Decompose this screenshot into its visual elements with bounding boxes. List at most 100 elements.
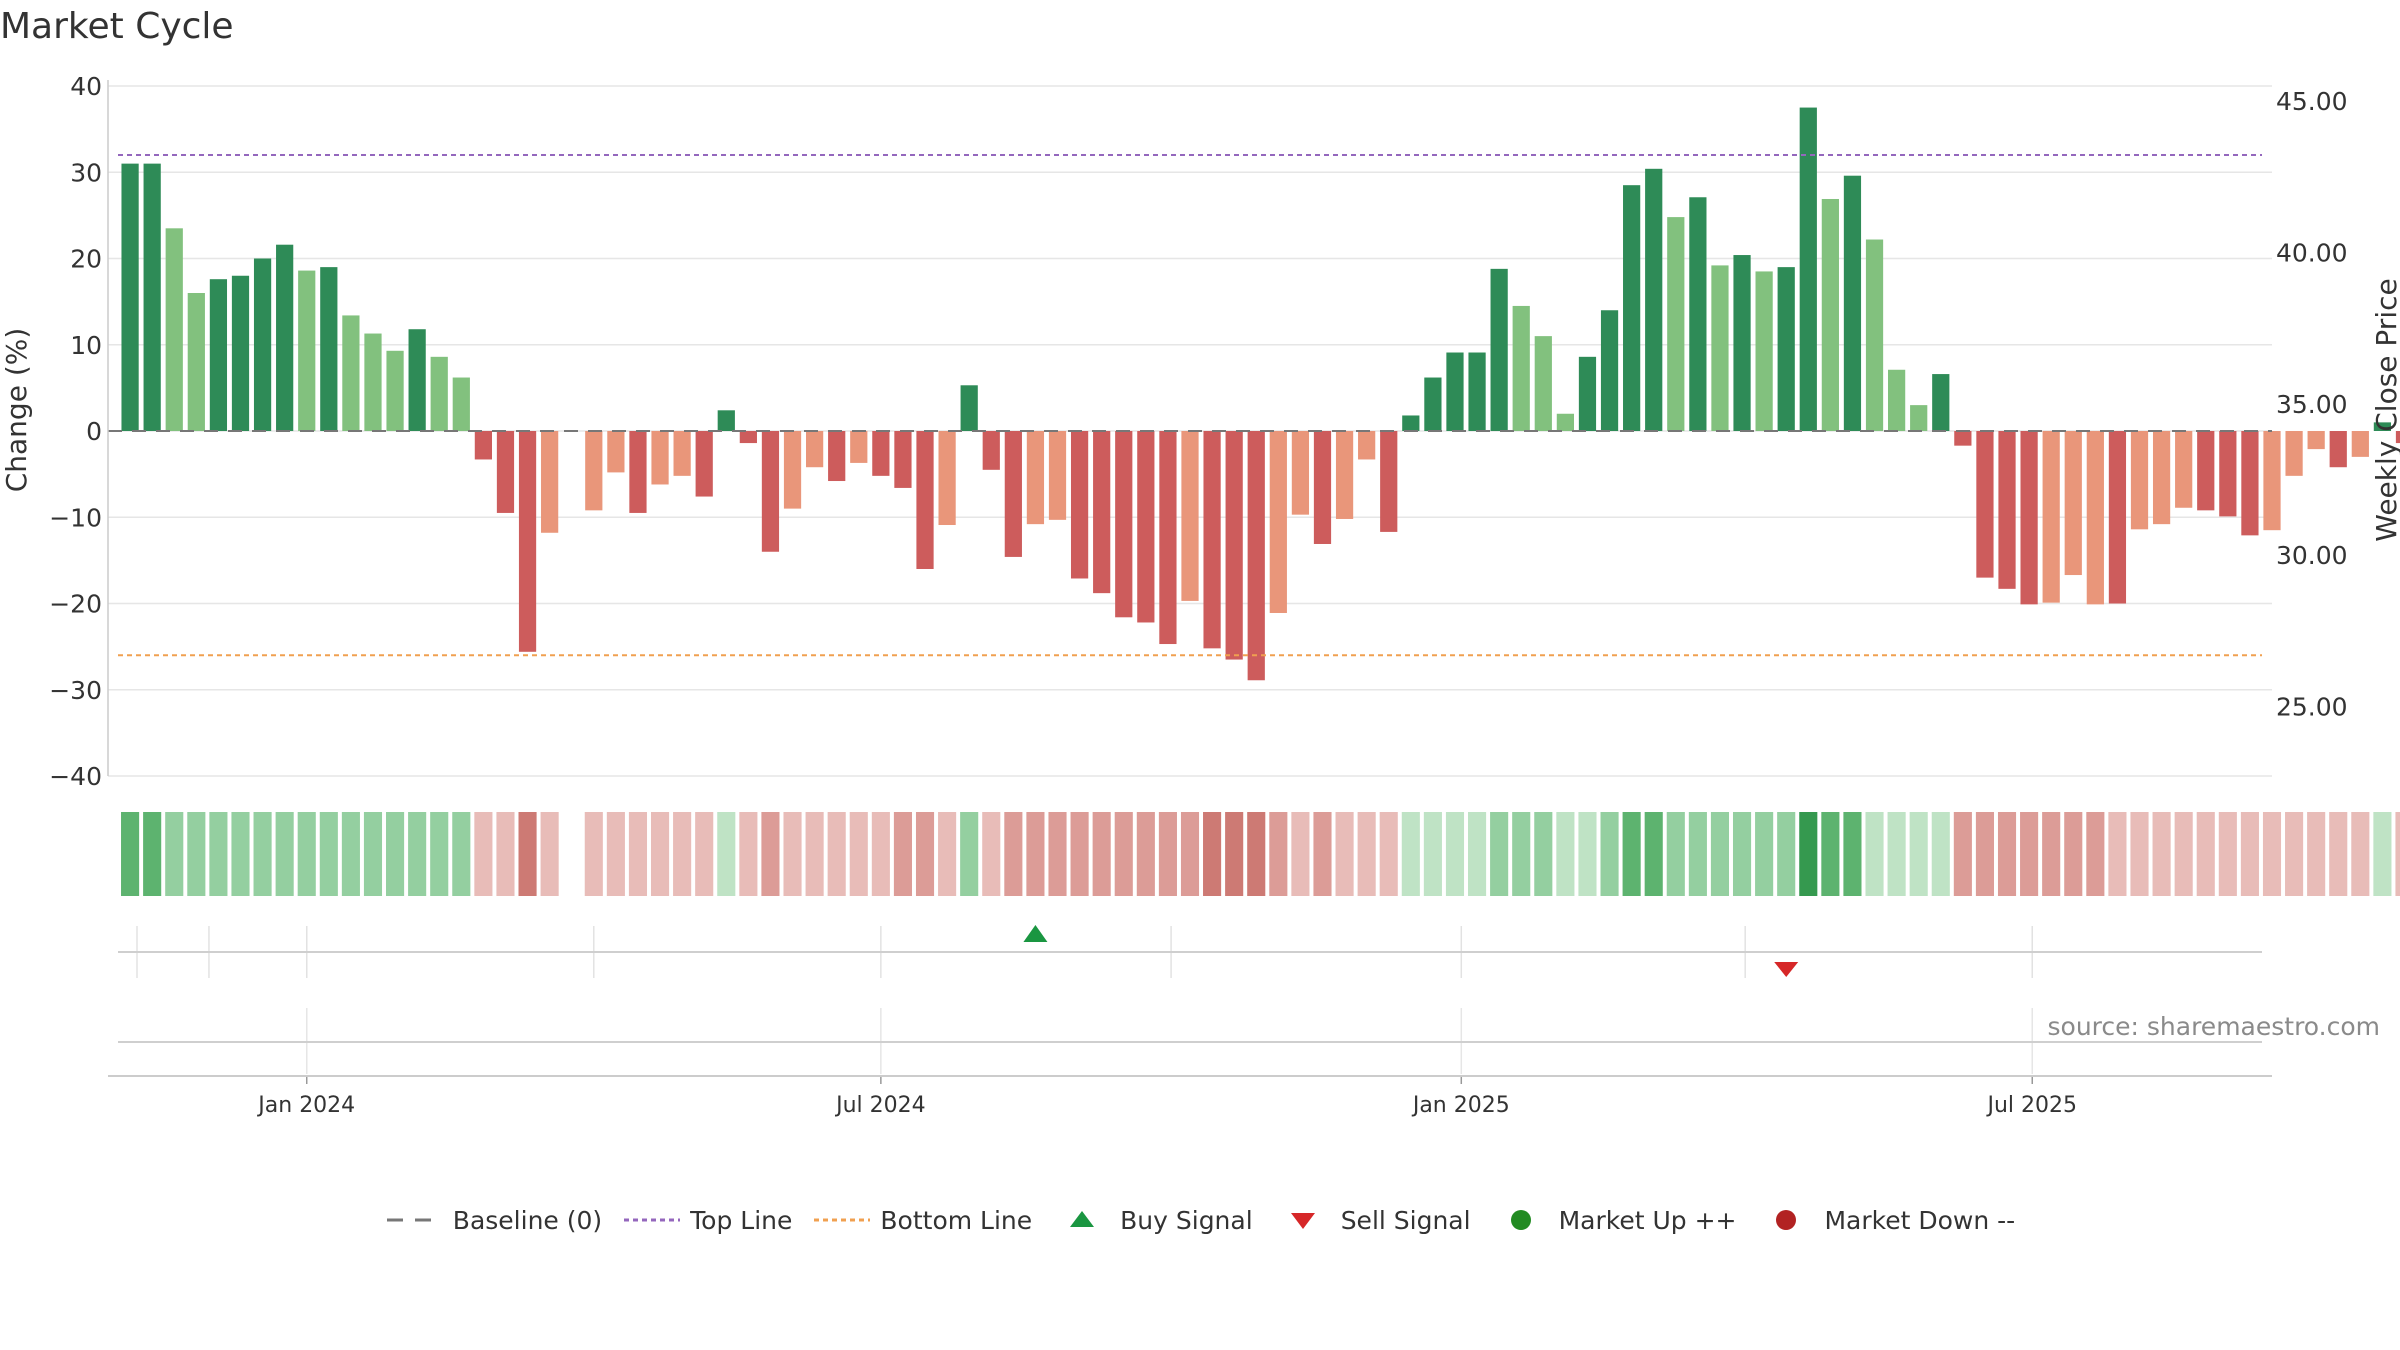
bars-layer [121,107,2400,681]
change-bar [518,431,537,652]
change-bar [1667,217,1685,431]
y2-tick-label: 25.00 [2276,692,2348,721]
change-bar [364,333,382,431]
change-bar [1446,352,1464,431]
x-tick-label: Jan 2025 [1411,1093,1510,1118]
change-bar [717,410,735,431]
bottom-line-swatch-icon [812,1205,872,1235]
legend-label-bottom-line: Bottom Line [880,1205,1033,1235]
strength-cell [187,812,206,896]
strength-cell [1600,812,1619,896]
strength-cell [982,812,1001,896]
y2-tick-label: 35.00 [2276,390,2348,419]
change-bar [2175,431,2193,508]
strength-cell [827,812,846,896]
change-bar [1799,107,1817,431]
legend-item-buy: Buy Signal [1052,1205,1253,1235]
change-bar [1578,356,1597,431]
change-bar [1070,431,1089,579]
strength-cell [1247,812,1266,896]
green-dot-icon [1491,1205,1551,1235]
red-dot-icon [1756,1205,1816,1235]
y-tick-label: 20 [70,245,102,274]
change-bar [1954,431,1972,446]
strength-cell [1335,812,1354,896]
change-bar [452,377,470,431]
change-bar [342,315,360,431]
change-bar [806,431,824,468]
strength-cell [2042,812,2061,896]
change-bar [2086,431,2104,605]
y-tick-label: −10 [49,503,102,532]
strength-cell [1843,812,1862,896]
change-bar [1689,197,1707,431]
change-bar [1093,431,1111,594]
change-bar [1203,431,1221,649]
strength-cell [1269,812,1288,896]
strength-cell [1092,812,1111,896]
strength-cell [2152,812,2171,896]
strength-cell [540,812,559,896]
change-bar [2108,431,2127,604]
change-bar [1115,431,1133,618]
y2-axis-label: Weekly Close Price [2370,278,2400,541]
change-bar [2263,431,2281,531]
buy-signal-marker [1023,925,1048,942]
y-tick-label: −20 [49,590,102,619]
strength-cell [518,812,537,896]
legend-label-sell: Sell Signal [1340,1205,1471,1235]
strength-cell [584,812,603,896]
change-bar [496,431,515,513]
y2-tick-label: 30.00 [2276,541,2348,570]
reference-lines [108,154,2272,657]
change-bar [1159,431,1177,645]
axes: 40 30 20 10 0 −10 −20 −30 −40 45.00 40.00 35.00 30.0… [49,72,2347,1118]
change-bar [739,431,757,444]
strength-cell [1777,812,1796,896]
strength-cell [1203,812,1222,896]
legend-item-market-up: Market Up ++ [1491,1205,1736,1235]
strength-cell [1180,812,1200,896]
change-bar [1468,352,1486,431]
change-bar [828,431,846,482]
y-tick-label: 30 [70,158,102,187]
change-bar [541,431,559,533]
strength-cell [1468,812,1487,896]
strength-cell [408,812,427,896]
strength-cell [1136,812,1155,896]
y-tick-label: −30 [49,676,102,705]
strength-cell [165,812,184,896]
change-bar [408,329,426,431]
strength-cell [297,812,316,896]
strength-cell [496,812,515,896]
strength-cell [673,812,692,896]
strength-cell [1622,812,1641,896]
change-bar [1623,185,1641,431]
change-bar [1976,431,1994,578]
change-bar [1004,431,1022,557]
change-bar [1865,239,1884,431]
legend-label-buy: Buy Signal [1120,1205,1253,1235]
change-bar [474,431,492,460]
strength-cell [1755,812,1774,896]
change-bar [894,431,912,488]
strength-cell [1953,812,1972,896]
strength-cell [1732,812,1752,896]
strength-cell [386,812,405,896]
change-bar [2042,431,2060,603]
strength-cell [1026,812,1045,896]
change-bar [386,350,404,431]
change-bar [585,431,603,511]
change-bar [1932,374,1950,431]
x-tick-label: Jul 2024 [834,1093,926,1118]
x-tick-label: Jul 2025 [1985,1093,2077,1118]
change-bar [1998,431,2016,589]
change-bar [1910,405,1928,431]
change-bar [916,431,934,569]
strength-cell [2307,812,2326,896]
strength-cell [452,812,471,896]
legend: Baseline (0) Top Line Bottom Line Buy Si… [0,1205,2400,1235]
strength-cell [717,812,736,896]
strength-cell [2373,812,2392,896]
strength-cell [275,812,294,896]
